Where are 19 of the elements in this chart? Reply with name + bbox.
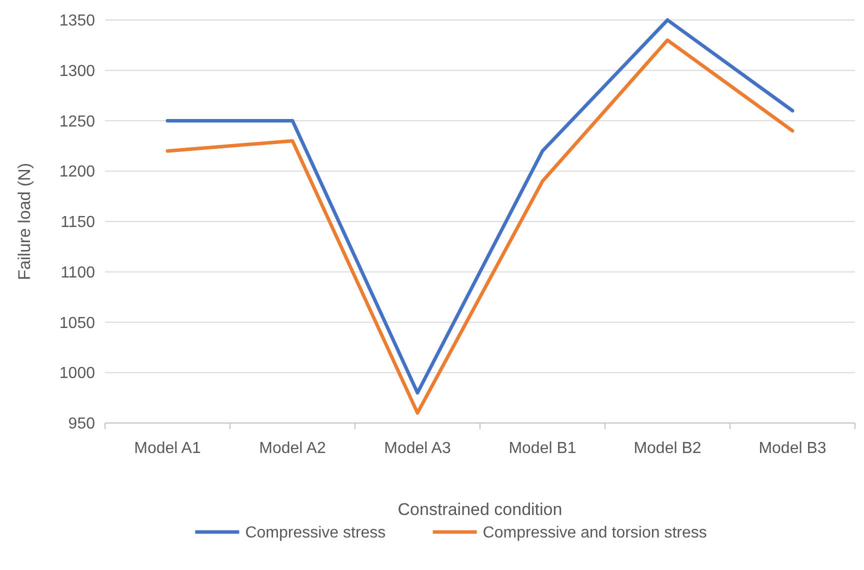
y-tick-label: 1150 bbox=[60, 214, 96, 232]
y-tick-label: 1300 bbox=[59, 62, 96, 80]
x-tick-label: Model A2 bbox=[259, 440, 326, 457]
y-tick-label: 950 bbox=[68, 416, 96, 433]
x-axis-title: Constrained condition bbox=[398, 500, 562, 519]
legend-label: Compressive stress bbox=[245, 524, 386, 542]
legend-label: Compressive and torsion stress bbox=[482, 524, 707, 542]
y-tick-label: 1100 bbox=[60, 264, 96, 282]
y-tick-label: 1000 bbox=[59, 365, 96, 382]
y-tick-label: 1050 bbox=[59, 314, 96, 332]
y-tick-label: 1200 bbox=[59, 164, 96, 181]
y-tick-label: 1350 bbox=[59, 12, 96, 30]
x-tick-label: Model B2 bbox=[634, 440, 702, 457]
y-tick-label: 1250 bbox=[59, 113, 96, 130]
x-tick-label: Model A1 bbox=[134, 440, 201, 457]
x-tick-label: Model A3 bbox=[384, 440, 451, 457]
x-tick-label: Model B1 bbox=[508, 440, 576, 457]
y-axis-title: Failure load (N) bbox=[15, 162, 34, 280]
x-tick-label: Model B3 bbox=[758, 440, 826, 457]
